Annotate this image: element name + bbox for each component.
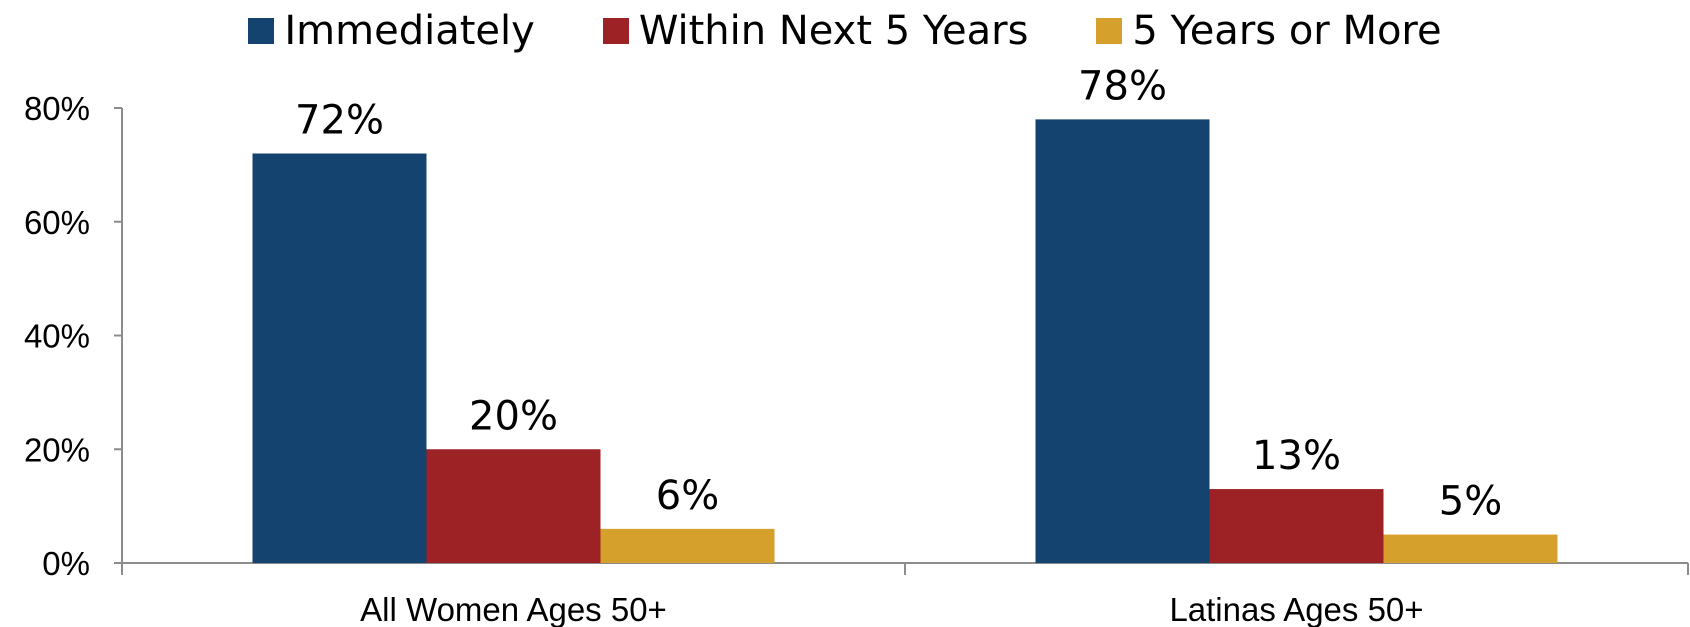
bar-value-label: 78%	[1078, 63, 1167, 109]
y-tick-label: 60%	[24, 204, 90, 241]
bar-value-label: 72%	[295, 98, 384, 144]
bar-value-label: 5%	[1439, 479, 1502, 525]
bar	[427, 449, 601, 563]
bar-value-label: 20%	[469, 393, 558, 439]
bar	[253, 154, 427, 564]
bar	[601, 529, 775, 563]
bar	[1384, 535, 1558, 563]
x-ticks	[122, 563, 1688, 575]
category-label: Latinas Ages 50+	[1169, 591, 1423, 627]
y-ticks: 0% 20% 40% 60% 80%	[24, 90, 122, 582]
category-labels: All Women Ages 50+ Latinas Ages 50+	[360, 591, 1423, 627]
bars	[253, 119, 1558, 563]
y-tick-label: 40%	[24, 318, 90, 355]
y-tick-label: 20%	[24, 431, 90, 468]
y-tick-label: 0%	[42, 545, 90, 582]
bar-value-label: 6%	[656, 473, 719, 519]
bar	[1036, 119, 1210, 563]
bar	[1210, 489, 1384, 563]
category-label: All Women Ages 50+	[360, 591, 667, 627]
bar-value-label: 13%	[1252, 433, 1341, 479]
y-tick-label: 80%	[24, 90, 90, 127]
